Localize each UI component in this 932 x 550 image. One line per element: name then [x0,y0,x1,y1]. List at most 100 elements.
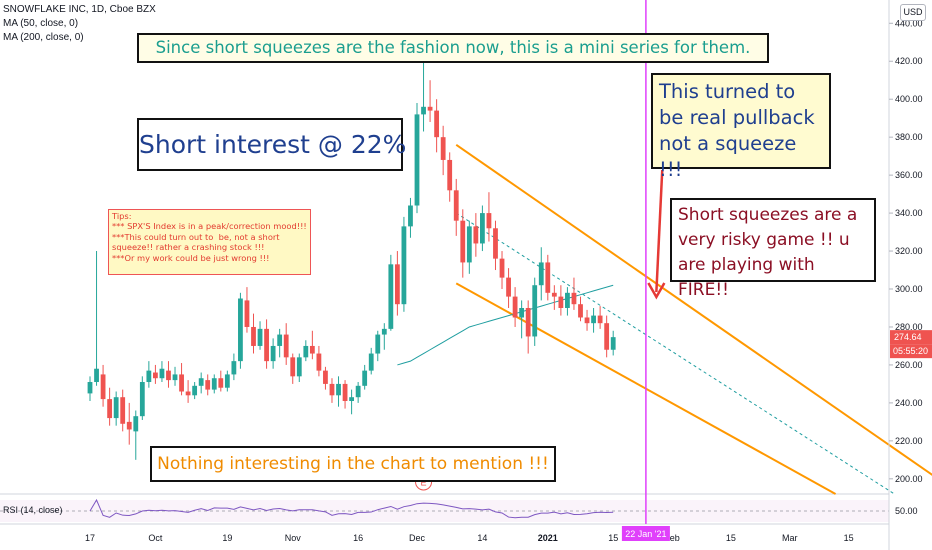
title-annotation: Since short squeezes are the fashion now… [137,33,769,63]
red-arrow-head [647,282,666,300]
y-tick-label: 360.00 [895,170,923,180]
candle-body [251,326,256,346]
candle-body [519,307,525,318]
red-arrow-shaft [655,169,664,293]
candle-body [94,368,99,383]
y-tick-label: 240.00 [895,398,923,408]
last-price-label: 274.64 [894,332,922,342]
risky-annotation: Short squeezes are a very risky game !! … [670,198,876,300]
y-tick-label: 420.00 [895,56,923,66]
candle-body [231,361,237,375]
y-tick-label: 200.00 [895,474,923,484]
candle-body [499,258,505,278]
candle-body [427,106,433,111]
y-tick-label: 300.00 [895,284,923,294]
candle-body [107,399,113,419]
candle-body [205,380,211,390]
countdown-tag [890,344,932,359]
candle-body [460,220,466,263]
candle-body [368,353,374,371]
symbol-line: SNOWFLAKE INC, 1D, Cboe BZX [3,4,156,15]
y-tick-label: 280.00 [895,322,923,332]
candle-body [166,370,171,381]
candle-body [179,374,184,392]
candle-body [571,292,577,305]
candle-body [466,226,472,263]
candle-body [264,328,269,362]
x-tick-label: Dec [409,533,426,543]
x-axis: 17 Oct 19 Nov 16 Dec 14 2021 15 Feb 15 Mar 15 [85,533,854,543]
candle-body [329,383,335,396]
candle-body [414,114,420,206]
candle-body [545,262,551,293]
candle-body [126,421,132,430]
candle-body [218,378,224,388]
candle-body [120,397,126,424]
candle-body [355,385,361,398]
candle-body [349,397,354,401]
y-tick-label: 220.00 [895,436,923,446]
y-tick-label: 380.00 [895,132,923,142]
rsi-pane: 50.00 [0,498,918,522]
y-tick-label: 260.00 [895,360,923,370]
candle-body [538,262,544,286]
candle-body [362,370,368,386]
candle-body [323,370,328,384]
candle-body [146,370,152,383]
y-tick-label: 320.00 [895,246,923,256]
candle-body [388,264,394,329]
candle-body [192,385,198,396]
x-tick-label: 15 [844,533,854,543]
candle-body [336,383,341,396]
candle-body [610,337,616,350]
candle-body [283,334,289,358]
x-tick-label: Nov [285,533,302,543]
y-tick-label: 400.00 [895,94,923,104]
candle-body [447,159,453,191]
candle-body [394,264,400,305]
x-tick-label: 19 [222,533,232,543]
candle-body [303,345,309,358]
channel-midline [455,212,895,495]
candle-body [316,353,322,371]
rsi-line [89,498,614,519]
candle-body [309,345,315,354]
candle-body [113,397,119,419]
candle-body [100,374,106,400]
x-tick-label: 16 [353,533,363,543]
candle-body [375,334,381,354]
candle-body [257,328,263,346]
candle-body [198,378,204,386]
x-tick-label: Oct [148,533,163,543]
x-tick-label: 15 [726,533,736,543]
candle-body [87,382,93,394]
pullback-annotation: This turned to be real pullback not a sq… [651,73,831,181]
candle-body [224,374,230,388]
rsi-legend: RSI (14, close) [3,505,63,515]
candle-body [558,296,564,308]
x-tick-label: Mar [782,533,798,543]
candle-body [434,110,440,138]
earnings-marker-label: E [421,478,427,488]
x-tick-label: 15 [608,533,618,543]
x-tick-label: 2021 [538,533,558,543]
y-axis: 200.00 220.00 240.00 260.00 280.00 300.00 320.… [888,0,923,550]
candle-body [525,307,531,337]
candle-body [133,416,139,432]
candle-body [565,292,570,308]
x-tick-label: Feb [664,533,680,543]
ma50-legend: MA (50, close, 0) [3,18,79,29]
candle-body [290,357,296,377]
y-tick-label: 340.00 [895,208,923,218]
candle-body [277,334,283,346]
candle-body [296,357,302,377]
candle-body [512,296,518,318]
candle-body [139,382,145,417]
ma200-legend: MA (200, close, 0) [3,32,84,43]
crosshair-date-label: 22 Jan '21 [625,529,666,539]
candle-body [211,378,217,390]
channel-upper [455,143,932,476]
candle-body [270,345,276,362]
crosshair-date-tag [621,526,670,541]
currency-button[interactable]: USD [900,4,926,21]
